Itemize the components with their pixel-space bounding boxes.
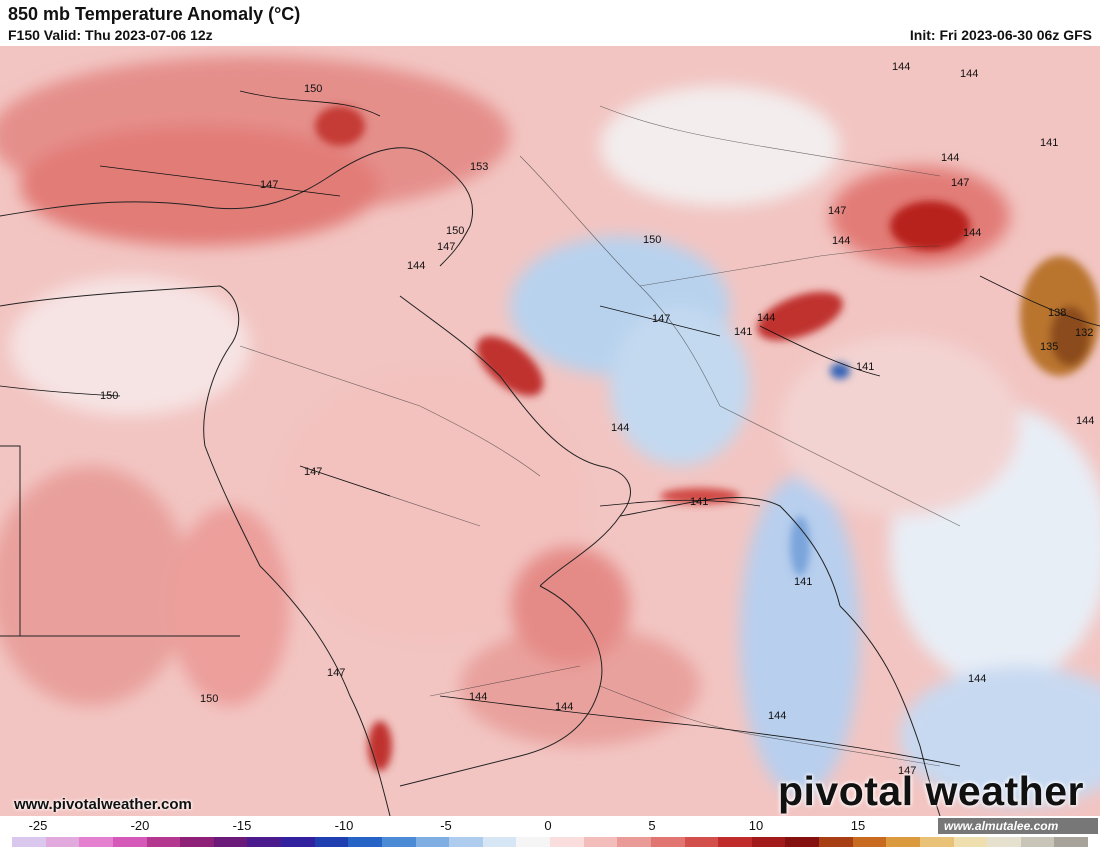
contour-label: 144 xyxy=(832,235,850,247)
contour-label: 147 xyxy=(260,179,278,191)
contour-label: 141 xyxy=(690,496,708,508)
contour-label: 144 xyxy=(555,701,573,713)
site-url-link[interactable]: www.pivotalweather.com xyxy=(14,796,192,813)
colorbar-swatch xyxy=(314,837,349,847)
contour-label: 141 xyxy=(794,576,812,588)
colorbar-swatch xyxy=(381,837,416,847)
contour-label: 144 xyxy=(469,691,487,703)
colorbar-swatch xyxy=(482,837,517,847)
colorbar-swatch xyxy=(449,837,483,847)
colorbar-tick: 15 xyxy=(850,818,866,833)
colorbar-swatch xyxy=(650,837,685,847)
colorbar-swatch xyxy=(213,837,248,847)
coastlines xyxy=(0,147,941,816)
colorbar-swatch xyxy=(348,837,382,847)
colorbar-swatch xyxy=(919,837,954,847)
colorbar-swatch xyxy=(852,837,887,847)
map-canvas: 150 153 147 150 147 144 150 147 150 147 … xyxy=(0,46,1100,816)
contour-label: 150 xyxy=(100,390,118,402)
init-time: Init: Fri 2023-06-30 06z GFS xyxy=(909,27,1092,43)
contour-label: 144 xyxy=(960,68,978,80)
contour-label: 150 xyxy=(643,234,661,246)
valid-time: F150 Valid: Thu 2023-07-06 12z xyxy=(8,27,213,43)
colorbar-swatch xyxy=(718,837,752,847)
colorbar-swatch xyxy=(415,837,450,847)
contour-label: 144 xyxy=(407,260,425,272)
colorbar-swatch xyxy=(550,837,584,847)
colorbar xyxy=(12,837,1088,847)
colorbar-tick: -15 xyxy=(232,818,252,833)
contour-label: 147 xyxy=(304,466,322,478)
contour-label: 144 xyxy=(611,422,629,434)
colorbar-tick: -10 xyxy=(334,818,354,833)
colorbar-swatch xyxy=(751,837,786,847)
colorbar-swatch xyxy=(684,837,719,847)
contour-label: 150 xyxy=(446,225,464,237)
anomaly-field xyxy=(0,56,1100,806)
colorbar-tick: -20 xyxy=(130,818,150,833)
colorbar-tick: -5 xyxy=(440,818,452,833)
contour-label: 147 xyxy=(652,313,670,325)
colorbar-swatch xyxy=(247,837,281,847)
contour-label: 144 xyxy=(768,710,786,722)
contour-label: 135 xyxy=(1040,341,1058,353)
colorbar-swatch xyxy=(79,837,113,847)
brand-logo: pivotal weather xyxy=(778,768,1084,814)
watermark-text: www.almutalee.com xyxy=(944,819,1059,833)
colorbar-tick: 10 xyxy=(748,818,764,833)
contour-label: 132 xyxy=(1075,327,1093,339)
colorbar-swatch xyxy=(112,837,147,847)
height-contours xyxy=(0,90,1100,767)
contour-label: 147 xyxy=(437,241,455,253)
hot-spots xyxy=(315,106,1100,771)
borders xyxy=(239,105,961,767)
contour-label: 147 xyxy=(327,667,345,679)
anomaly-map[interactable]: 150 153 147 150 147 144 150 147 150 147 … xyxy=(0,46,1100,816)
colorbar-tick: -25 xyxy=(28,818,48,833)
colorbar-swatch xyxy=(516,837,550,847)
colorbar-swatch xyxy=(281,837,315,847)
contour-label: 144 xyxy=(968,673,986,685)
contour-label: 144 xyxy=(941,152,959,164)
colorbar-swatch xyxy=(785,837,819,847)
colorbar-swatch xyxy=(180,837,214,847)
contour-label: 144 xyxy=(1076,415,1094,427)
colorbar-swatch xyxy=(886,837,920,847)
contour-label: 147 xyxy=(898,765,916,777)
contour-label: 141 xyxy=(734,326,752,338)
watermark: www.almutalee.com xyxy=(938,818,1098,834)
colorbar-swatch xyxy=(1054,837,1088,847)
colorbar-swatch xyxy=(583,837,618,847)
colorbar-swatch xyxy=(953,837,988,847)
contour-labels: 150 153 147 150 147 144 150 147 150 147 … xyxy=(100,61,1094,777)
colorbar-swatch xyxy=(146,837,181,847)
contour-label: 144 xyxy=(892,61,910,73)
colorbar-tick: 5 xyxy=(648,818,656,833)
contour-label: 147 xyxy=(951,177,969,189)
colorbar-tick: 0 xyxy=(544,818,552,833)
contour-label: 144 xyxy=(757,312,775,324)
contour-label: 150 xyxy=(200,693,218,705)
colorbar-swatch xyxy=(617,837,651,847)
contour-label: 141 xyxy=(1040,137,1058,149)
contour-label: 147 xyxy=(828,205,846,217)
colorbar-swatch xyxy=(12,837,46,847)
contour-label: 144 xyxy=(963,227,981,239)
map-title: 850 mb Temperature Anomaly (°C) xyxy=(8,4,301,24)
colorbar-swatch xyxy=(819,837,853,847)
contour-label: 153 xyxy=(470,161,488,173)
contour-label: 150 xyxy=(304,83,322,95)
colorbar-labels: -25 -20 -15 -10 -5 0 5 10 15 xyxy=(0,818,1100,833)
colorbar-swatch xyxy=(45,837,80,847)
colorbar-swatch xyxy=(1020,837,1055,847)
contour-label: 138 xyxy=(1048,307,1066,319)
colorbar-swatch xyxy=(987,837,1021,847)
contour-label: 141 xyxy=(856,361,874,373)
header: 850 mb Temperature Anomaly (°C) F150 Val… xyxy=(0,0,1100,46)
